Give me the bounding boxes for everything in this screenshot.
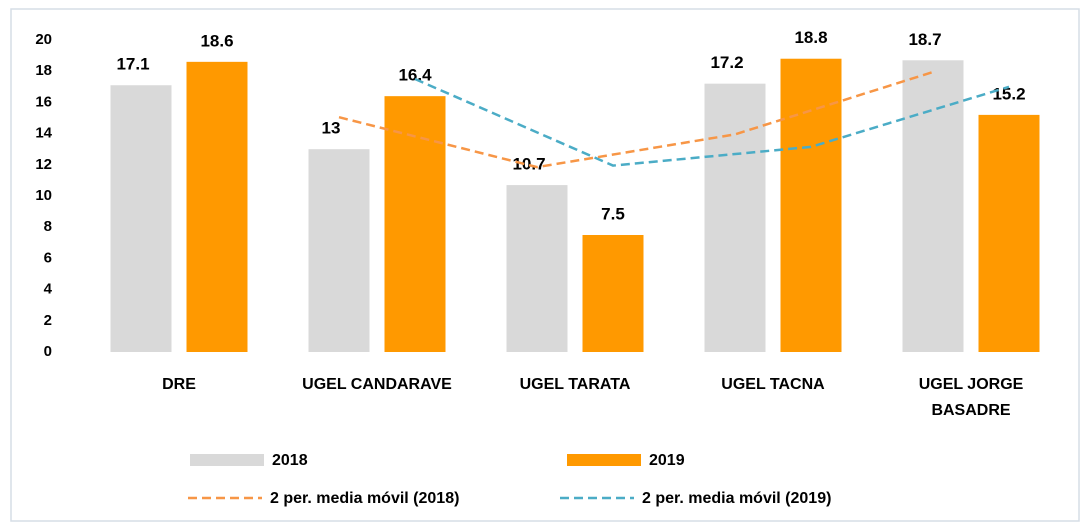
- y-tick-label: 0: [44, 343, 52, 360]
- y-tick-label: 18: [35, 62, 52, 79]
- bar: [308, 149, 370, 352]
- legend-swatch: [567, 454, 641, 466]
- y-tick-label: 4: [44, 281, 53, 298]
- data-label: 15.2: [992, 84, 1025, 103]
- x-tick-label: UGEL TARATA: [519, 376, 631, 393]
- data-label: 18.6: [200, 31, 233, 50]
- y-tick-label: 2: [44, 312, 52, 329]
- y-tick-label: 14: [35, 125, 52, 142]
- y-tick-label: 12: [35, 156, 52, 173]
- moving-average-line: [338, 70, 934, 169]
- data-label: 18.8: [794, 28, 827, 47]
- y-tick-label: 8: [44, 218, 52, 235]
- legend-label: 2019: [649, 452, 685, 469]
- data-label: 17.1: [116, 55, 149, 74]
- bar: [978, 114, 1040, 352]
- x-tick-label: UGEL TACNA: [721, 376, 825, 393]
- bar: [384, 96, 446, 352]
- y-tick-label: 6: [44, 249, 52, 266]
- chart-border: [10, 8, 1080, 522]
- bar: [110, 85, 172, 353]
- legend-label: 2018: [272, 452, 308, 469]
- legend-swatch: [190, 454, 264, 466]
- data-label: 18.7: [908, 30, 941, 49]
- data-label: 10.7: [512, 155, 545, 174]
- y-tick-label: 10: [35, 187, 52, 204]
- bar: [186, 61, 248, 353]
- y-tick-label: 20: [35, 31, 52, 48]
- legend-label: 2 per. media móvil (2019): [642, 490, 831, 507]
- data-label: 13: [322, 119, 341, 138]
- bar: [902, 60, 964, 352]
- x-tick-label: UGEL CANDARAVE: [302, 376, 452, 393]
- legend-label: 2 per. media móvil (2018): [270, 490, 459, 507]
- data-label: 16.4: [398, 66, 432, 85]
- bar: [704, 83, 766, 353]
- moving-average-line: [414, 77, 1010, 167]
- x-tick-label: DRE: [162, 376, 196, 393]
- y-tick-label: 16: [35, 93, 52, 110]
- x-tick-label: UGEL JORGE BASADRE: [918, 376, 1024, 419]
- data-label: 17.2: [710, 53, 743, 72]
- bar: [780, 58, 842, 352]
- bar: [506, 185, 568, 352]
- bar: [582, 235, 644, 352]
- data-label: 7.5: [601, 204, 625, 223]
